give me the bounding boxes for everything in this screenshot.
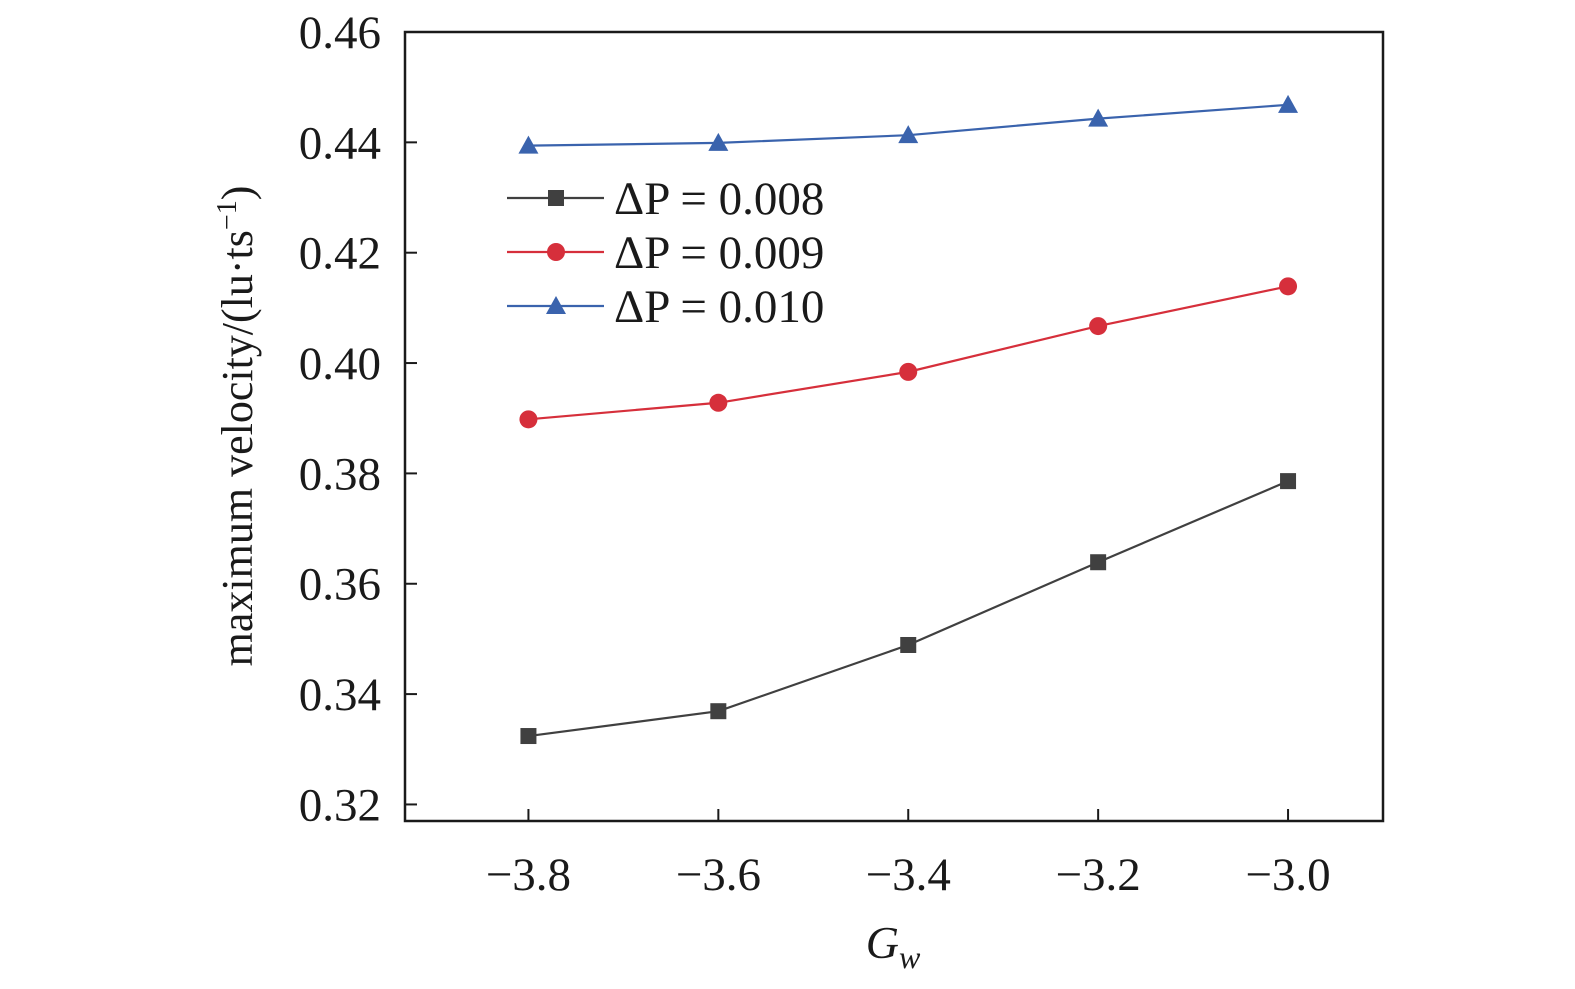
y-tick-label: 0.42 — [299, 228, 381, 280]
x-tick-label: −3.8 — [486, 849, 571, 901]
plot-frame — [403, 30, 1385, 823]
series-layer — [518, 94, 1299, 745]
data-point — [1278, 94, 1299, 113]
y-tick-label: 0.46 — [299, 7, 381, 59]
y-tick-label: 0.40 — [299, 338, 381, 390]
x-tick-label: −3.2 — [1056, 849, 1141, 901]
legend-marker — [548, 190, 564, 206]
y-tick-label: 0.34 — [299, 669, 381, 721]
legend-item: ΔP = 0.010 — [507, 281, 824, 333]
y-tick-label: 0.38 — [299, 448, 381, 500]
legend-label: ΔP = 0.008 — [614, 173, 824, 225]
x-axis-title: Gw — [866, 917, 921, 975]
x-tick-label: −3.0 — [1245, 849, 1330, 901]
data-point — [1089, 317, 1108, 336]
y-axis-title-main: maximum velocity/(lu·ts — [213, 230, 262, 666]
series-3 — [518, 94, 1299, 154]
data-point — [708, 132, 729, 151]
y-axis-title: maximum velocity/(lu·ts−1) — [212, 186, 262, 667]
legend-item: ΔP = 0.009 — [507, 227, 824, 279]
x-tick-label: −3.4 — [866, 849, 951, 901]
series-2 — [519, 277, 1298, 429]
legend-marker — [546, 296, 566, 314]
y-tick-label: 0.36 — [299, 559, 381, 611]
legend-marker — [547, 243, 565, 261]
legend-label: ΔP = 0.010 — [614, 281, 824, 333]
data-point — [710, 703, 727, 720]
data-point — [519, 410, 538, 429]
data-point — [1280, 473, 1297, 490]
y-tick-label: 0.32 — [299, 779, 381, 831]
data-point — [520, 728, 537, 745]
data-point — [1088, 108, 1109, 127]
data-point — [1090, 554, 1107, 571]
y-tick-label: 0.44 — [299, 117, 381, 169]
data-point — [899, 362, 918, 381]
y-axis-ticks: 0.32 0.34 0.36 0.38 0.40 0.42 0.44 0.46 — [299, 7, 417, 831]
data-point — [709, 393, 728, 412]
y-axis-title-sup: −1 — [212, 200, 243, 230]
y-axis-title-close: ) — [213, 186, 262, 201]
x-tick-label: −3.6 — [676, 849, 761, 901]
data-point — [518, 135, 539, 154]
legend-item: ΔP = 0.008 — [507, 173, 824, 225]
data-point — [1279, 277, 1298, 296]
x-axis-title-main: G — [866, 917, 899, 968]
data-point — [898, 125, 919, 144]
data-point — [900, 636, 917, 653]
legend-label: ΔP = 0.009 — [614, 227, 824, 279]
x-axis-title-sub: w — [899, 939, 921, 975]
x-axis-ticks: −3.8 −3.6 −3.4 −3.2 −3.0 — [486, 809, 1331, 901]
series-line — [528, 480, 1289, 738]
series-1 — [520, 473, 1297, 745]
